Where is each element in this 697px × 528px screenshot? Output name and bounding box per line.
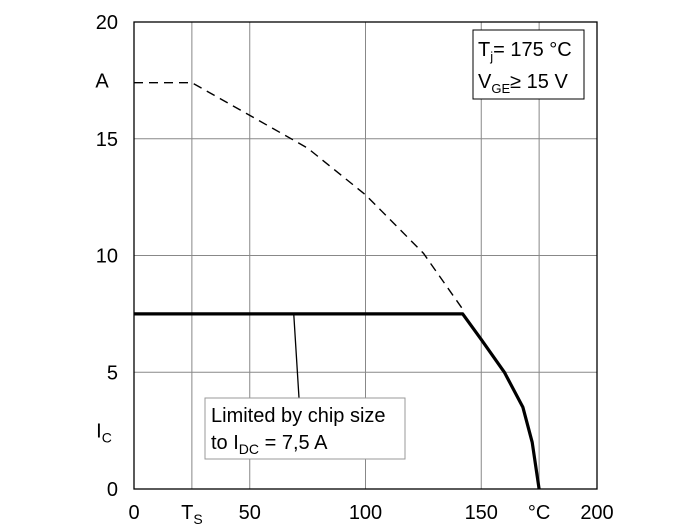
y-axis-label: IC bbox=[96, 421, 112, 446]
x-tick-label: 50 bbox=[239, 502, 261, 524]
limit-annotation-frame bbox=[204, 397, 406, 460]
x-tick-label: °C bbox=[528, 502, 550, 524]
series-solid-line bbox=[134, 312, 541, 490]
y-unit-label: A bbox=[95, 70, 109, 92]
condition-vge-sub: GE bbox=[491, 81, 510, 96]
condition-tj-sub: j bbox=[489, 49, 493, 64]
series-dashed-line bbox=[134, 81, 464, 310]
condition-tj-value: = 175 °C bbox=[493, 39, 572, 61]
y-tick-label: 5 bbox=[107, 362, 118, 384]
limit-annotation-line2: to IDC = 7,5 A bbox=[211, 432, 328, 457]
x-tick-label-sub: S bbox=[193, 511, 202, 527]
x-tick-label: TS bbox=[181, 502, 203, 527]
y-tick-labels: 0 5 10 15 20 bbox=[96, 12, 118, 501]
x-tick-label-main: 100 bbox=[349, 502, 382, 524]
y-axis-label-sub: C bbox=[102, 430, 112, 446]
y-tick-label: 0 bbox=[107, 479, 118, 501]
x-tick-label: 0 bbox=[128, 502, 139, 524]
limit-annotation-line1: Limited by chip size bbox=[211, 405, 386, 427]
limit-text-value: = 7,5 A bbox=[259, 432, 328, 454]
x-tick-label: 100 bbox=[349, 502, 382, 524]
limit-annotation: Limited by chip size to IDC = 7,5 A bbox=[204, 397, 406, 460]
annotation-pointer-line bbox=[293, 313, 300, 399]
conditions-box: Tj= 175 °C VGE≥ 15 V bbox=[472, 29, 585, 100]
condition-vge: VGE≥ 15 V bbox=[478, 71, 568, 96]
x-tick-label-main: T bbox=[181, 502, 193, 524]
y-tick-label: 15 bbox=[96, 129, 118, 151]
limit-text-prefix: to I bbox=[211, 432, 239, 454]
x-tick-label-main: °C bbox=[528, 502, 550, 524]
y-axis-label-main: I bbox=[96, 421, 102, 443]
series-layer bbox=[134, 81, 541, 490]
limit-text-sub: DC bbox=[239, 441, 259, 457]
conditions-box-frame bbox=[472, 29, 585, 100]
x-tick-labels: 0 TS 50 100 150 °C 200 bbox=[128, 502, 613, 527]
condition-vge-value: ≥ 15 V bbox=[510, 71, 568, 93]
x-tick-label: 200 bbox=[580, 502, 613, 524]
condition-tj: Tj= 175 °C bbox=[478, 39, 572, 64]
x-tick-label-main: 200 bbox=[580, 502, 613, 524]
x-tick-label-main: 0 bbox=[128, 502, 139, 524]
x-tick-label-main: 50 bbox=[239, 502, 261, 524]
x-tick-label: 150 bbox=[465, 502, 498, 524]
x-tick-label-main: 150 bbox=[465, 502, 498, 524]
y-tick-label: 20 bbox=[96, 12, 118, 34]
condition-tj-symbol: T bbox=[478, 39, 490, 61]
plot-area bbox=[133, 21, 598, 490]
y-tick-label: 10 bbox=[96, 246, 118, 268]
condition-vge-symbol: V bbox=[478, 71, 492, 93]
grid bbox=[134, 22, 597, 489]
